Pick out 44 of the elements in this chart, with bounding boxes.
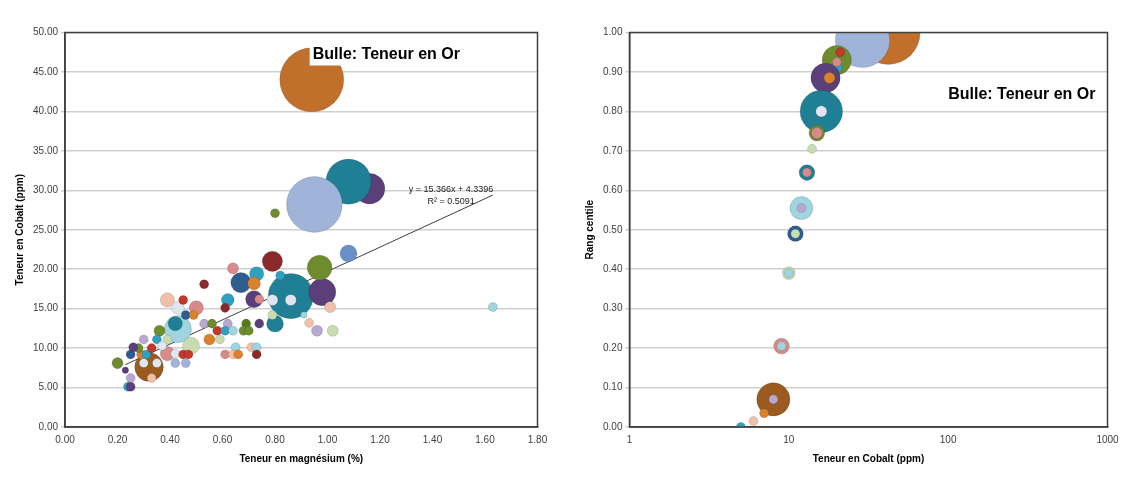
x-tick-label: 0.80: [265, 433, 286, 445]
y-tick-label: 0.90: [602, 65, 623, 77]
x-tick-label: 1.80: [527, 433, 548, 445]
y-tick-label: 0.50: [602, 223, 623, 235]
y-tick-label: 0.10: [602, 381, 623, 393]
y-tick-label: 0.40: [602, 262, 623, 274]
y-tick-label: 1.00: [602, 26, 623, 38]
y-tick-label: 40.00: [32, 105, 59, 117]
y-tick-label: 0.60: [602, 184, 623, 196]
y-tick-label: 15.00: [32, 302, 59, 314]
x-tick-label: 1.00: [317, 433, 338, 445]
x-tick-label: 1000: [1096, 433, 1120, 445]
x-tick-label: 1.40: [422, 433, 443, 445]
x-axis-title: Teneur en magnésium (%): [239, 452, 364, 464]
annotation: y = 15.366x + 4.3396: [408, 184, 494, 194]
y-tick-label: 0.00: [38, 420, 59, 432]
text: Bulle: Teneur en Or: [948, 84, 1096, 102]
y-tick-label: 0.70: [602, 144, 623, 156]
x-axis-title: Teneur en Cobalt (ppm): [812, 452, 925, 464]
x-tick-label: 10: [783, 433, 795, 445]
y-tick-label: 30.00: [32, 184, 59, 196]
x-tick-label: 100: [939, 433, 957, 445]
y-tick-label: 5.00: [38, 381, 59, 393]
x-tick-label: 1.20: [370, 433, 391, 445]
y-axis-title: Teneur en Cobalt (ppm): [13, 174, 25, 286]
y-tick-label: 0.80: [602, 105, 623, 117]
x-tick-label: 0.60: [212, 433, 233, 445]
text: Bulle: Teneur en Or: [312, 44, 460, 62]
x-tick-label: 0.40: [160, 433, 181, 445]
y-tick-label: 35.00: [32, 144, 59, 156]
y-tick-label: 45.00: [32, 65, 59, 77]
y-tick-label: 0.30: [602, 302, 623, 314]
y-axis-title: Rang centile: [583, 199, 595, 260]
y-tick-label: 50.00: [32, 26, 59, 38]
y-tick-label: 0.20: [602, 341, 623, 353]
x-tick-label: 0.20: [107, 433, 128, 445]
y-tick-label: 0.00: [602, 420, 623, 432]
annotation: R² = 0.5091: [427, 196, 475, 206]
y-tick-label: 25.00: [32, 223, 59, 235]
y-tick-label: 10.00: [32, 341, 59, 353]
x-tick-label: 1: [626, 433, 633, 445]
y-tick-label: 20.00: [32, 262, 59, 274]
x-tick-label: 0.00: [55, 433, 76, 445]
x-tick-label: 1.60: [475, 433, 496, 445]
